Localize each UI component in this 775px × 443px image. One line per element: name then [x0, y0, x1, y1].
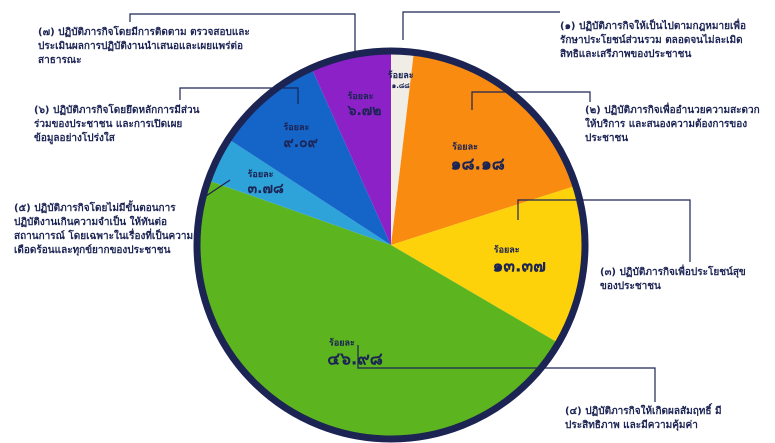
slice [197, 180, 559, 439]
value-label: ร้อยละ ๑๓.๓๗ [492, 245, 546, 277]
slice [208, 139, 391, 245]
category-label: (๓) ปฏิบัติภารกิจเพื่อประโยชน์สุขของประช… [600, 267, 746, 292]
slice [391, 52, 576, 245]
category-label: (๖) ปฏิบัติภารกิจโดยยึดหลักการมีส่วนร่วม… [34, 105, 200, 144]
value-label: ร้อยละ ๖.๗๒ [347, 91, 382, 119]
value-label: ร้อยละ ๓.๗๘ [247, 169, 284, 197]
leader-line [402, 11, 560, 40]
leader-line [199, 179, 231, 201]
slice [311, 51, 391, 245]
category-label: (๗) ปฏิบัติภารกิจโดยมีการติดตาม ตรวจสอบแ… [38, 27, 250, 66]
category-label: (๑) ปฏิบัติภารกิจให้เป็นไปตามกฎหมายเพื่อ… [560, 21, 746, 60]
category-label: (๒) ปฏิบัติภารกิจเพื่ออำนวยความสะดวกให้บ… [585, 105, 760, 144]
category-label: (๕) ปฏิบัติภารกิจโดยไม่มีขั้นตอนการปฏิบั… [14, 203, 194, 256]
leader-line [129, 13, 356, 58]
slice [228, 68, 391, 245]
category-label: (๔) ปฏิบัติภารกิจให้เกิดผลสัมฤทธิ์ มีประ… [565, 406, 722, 431]
leader-line [517, 199, 691, 262]
leader-line [179, 87, 299, 104]
slice [391, 51, 414, 245]
leader-lines [129, 11, 691, 402]
slice [391, 185, 585, 344]
pie-border [193, 47, 589, 443]
leader-line [471, 91, 591, 110]
leader-line [357, 345, 656, 402]
value-label: ร้อยละ ๑๘.๑๘ [450, 142, 505, 175]
slices [197, 51, 585, 439]
value-label: ร้อยละ ๔๖.๙๘ [327, 338, 383, 370]
value-label: ร้อยละ ๑.๘๘ [387, 71, 414, 90]
value-label: ร้อยละ ๙.๐๙ [283, 123, 318, 151]
